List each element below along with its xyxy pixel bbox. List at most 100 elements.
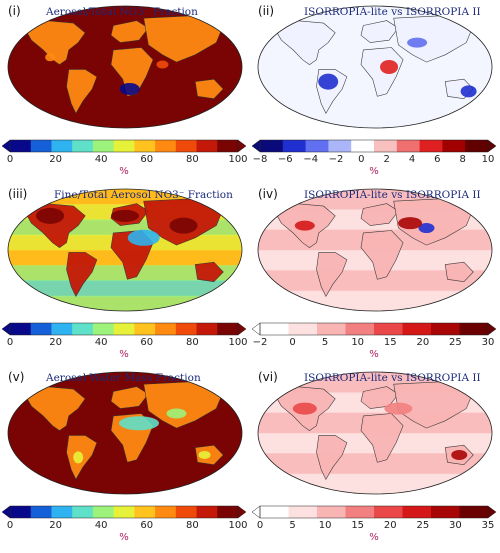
colorbar-segment <box>317 506 346 518</box>
colorbar-tick-label: 40 <box>94 520 108 531</box>
panel-title: Fine/Total Aerosol NO3⁻ Fraction <box>54 189 233 201</box>
continent-south-america <box>66 69 98 115</box>
colorbar-tick-label: 0 <box>289 337 296 348</box>
colorbar-segment <box>51 323 73 335</box>
colorbar <box>251 139 497 153</box>
colorbar-tick-label: 0 <box>256 520 264 531</box>
colorbar-tick-label: 40 <box>94 337 108 348</box>
colorbar-tick-label: 60 <box>140 154 154 165</box>
continent-north-america <box>23 386 86 431</box>
continent-south-america <box>66 252 98 298</box>
colorbar-segment <box>374 506 403 518</box>
colorbar-tick-label: 20 <box>383 520 397 531</box>
panel-label: (vi) <box>258 370 278 384</box>
globe-outline <box>7 188 243 312</box>
panel-label: (iv) <box>258 187 278 201</box>
colorbar <box>1 505 247 519</box>
colorbar-tick-label: 20 <box>49 520 62 531</box>
colorbar-segment <box>155 140 177 152</box>
colorbar-segment <box>345 323 375 335</box>
colorbar <box>251 505 497 519</box>
map-field <box>258 6 492 128</box>
continent-south-america <box>316 435 348 481</box>
colorbar-segment <box>459 506 489 518</box>
colorbar-tick-label: 20 <box>49 154 62 165</box>
colorbar-segment <box>113 323 135 335</box>
colorbar-tick-label: 4 <box>408 154 416 165</box>
panel-label: (ii) <box>258 4 275 18</box>
continent-south-america <box>316 252 348 298</box>
colorbar-segment <box>431 323 460 335</box>
colorbar-segment <box>260 323 289 335</box>
colorbar-segment <box>217 140 239 152</box>
colorbar-segment <box>134 140 156 152</box>
panel-title: Aerosol Water Mass Fraction <box>46 372 201 384</box>
globe-outline <box>257 5 493 129</box>
colorbar-segment <box>175 506 198 518</box>
panel-label: (i) <box>8 4 21 18</box>
colorbar-segment <box>402 506 432 518</box>
colorbar-unit: % <box>119 532 129 543</box>
colorbar-segment <box>155 323 177 335</box>
map-and-colorbar-graphic <box>1 371 247 519</box>
colorbar-segment <box>328 140 352 152</box>
map-and-colorbar-graphic <box>1 5 247 153</box>
colorbar-segment <box>134 323 156 335</box>
colorbar-tick-label: 40 <box>94 154 108 165</box>
colorbar-segment <box>459 323 489 335</box>
colorbar-segment <box>51 506 73 518</box>
colorbar-tick-label: 30 <box>449 520 462 531</box>
colorbar-tick-label: 30 <box>481 337 495 348</box>
colorbar-tick-label: −2 <box>252 337 268 348</box>
colorbar <box>1 139 247 153</box>
colorbar-tick-label: −6 <box>277 154 293 165</box>
colorbar-segment <box>288 323 318 335</box>
colorbar-segment <box>317 323 346 335</box>
colorbar-tick-label: −2 <box>328 154 344 165</box>
continent-africa <box>360 230 404 280</box>
colorbar-segment <box>345 506 375 518</box>
colorbar-tick-label: 6 <box>434 154 441 165</box>
colorbar-tick-label: 60 <box>140 520 154 531</box>
continent-europe <box>360 203 399 226</box>
colorbar-segment <box>431 506 460 518</box>
map-and-colorbar-graphic <box>1 188 247 336</box>
continent-north-america <box>273 20 336 65</box>
colorbar-tick-label: 0 <box>6 154 14 165</box>
colorbar-segment <box>396 140 421 152</box>
colorbar-segment <box>217 323 239 335</box>
colorbar-segment <box>288 506 318 518</box>
continent-europe <box>110 386 149 409</box>
continent-australia <box>194 261 224 283</box>
colorbar-unit: % <box>369 349 379 360</box>
colorbar-segment <box>10 506 32 518</box>
colorbar-tick-label: 0 <box>6 337 14 348</box>
colorbar-tick-label: 100 <box>228 154 248 165</box>
globe-outline <box>7 371 243 495</box>
colorbar-tick-label: 8 <box>459 154 466 165</box>
continent-australia <box>444 261 474 283</box>
colorbar-tick-label: 35 <box>481 520 495 531</box>
colorbar-segment <box>419 140 443 152</box>
colorbar-unit: % <box>369 532 379 543</box>
continent-north-america <box>23 20 86 65</box>
colorbar-tick-label: 80 <box>186 520 199 531</box>
panel-title: ISORROPIA-lite vs ISORROPIA II <box>304 189 481 201</box>
colorbar-segment <box>196 506 218 518</box>
panel-aerosol-total-no3-fraction: (i) Aerosol/Total NO3⁻ Fraction 0 20 40 60 80 1… <box>0 0 250 183</box>
colorbar-segment <box>134 506 156 518</box>
colorbar-segment <box>92 506 115 518</box>
panel-aerosol-water-mass-fraction: (v) Aerosol Water Mass Fraction 0 20 40 60 80 1… <box>0 366 250 549</box>
map-and-colorbar-graphic <box>251 371 497 519</box>
globe-outline <box>257 188 493 312</box>
colorbar-segment <box>374 323 403 335</box>
colorbar-segment <box>72 506 94 518</box>
panel-fine-total-aerosol-no3-fraction: (iii) Fine/Total Aerosol NO3⁻ Fraction 0 20… <box>0 183 250 366</box>
colorbar-unit: % <box>369 166 379 177</box>
colorbar-tick-label: 2 <box>383 154 390 165</box>
colorbar-tick-label: 10 <box>318 520 332 531</box>
colorbar-segment <box>113 140 135 152</box>
colorbar-segment <box>305 140 329 152</box>
colorbar-segment <box>260 506 289 518</box>
colorbar-segment <box>72 140 94 152</box>
